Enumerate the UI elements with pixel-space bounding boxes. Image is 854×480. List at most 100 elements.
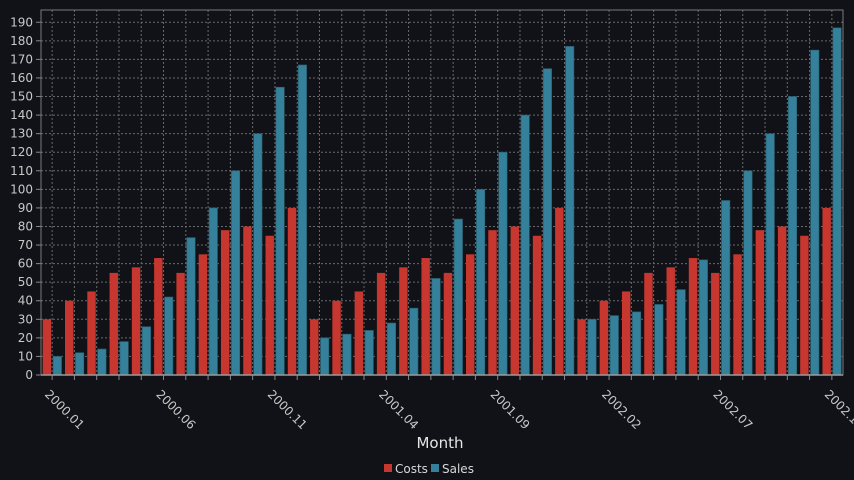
y-tick-label: 170 (10, 52, 33, 66)
bar-costs (198, 254, 208, 375)
bar-sales (342, 333, 352, 376)
bar-costs (176, 272, 185, 375)
y-tick-label: 50 (18, 275, 33, 289)
x-tick-label: 2002.07 (710, 387, 755, 432)
bar-sales (587, 319, 597, 376)
bar-sales (520, 114, 530, 376)
bar-sales (453, 218, 463, 376)
bar-sales (75, 352, 85, 376)
bar-costs (42, 319, 52, 375)
bar-sales (832, 27, 842, 376)
y-tick-label: 100 (10, 182, 33, 196)
bar-sales (431, 278, 441, 376)
bar-sales (52, 356, 62, 376)
bar-costs (243, 226, 252, 375)
bar-sales (253, 133, 263, 376)
bar-costs (310, 319, 319, 375)
y-tick-label: 160 (10, 71, 33, 85)
bar-sales (409, 307, 419, 376)
bar-costs (488, 230, 497, 375)
bar-sales (721, 200, 731, 376)
legend-label-costs: Costs (395, 462, 428, 476)
bar-sales (810, 49, 820, 376)
y-tick-label: 110 (10, 164, 33, 178)
y-tick-label: 140 (10, 108, 33, 122)
bar-costs (688, 258, 698, 375)
bar-sales (119, 341, 129, 376)
bar-costs (421, 258, 430, 375)
bar-sales (743, 170, 753, 376)
bar-sales (676, 289, 686, 376)
bar-costs (65, 300, 74, 375)
bar-sales (698, 259, 708, 376)
bar-costs (733, 254, 742, 375)
bar-costs (577, 319, 586, 375)
bar-costs (87, 291, 96, 375)
bar-sales (186, 237, 196, 376)
y-tick-label: 10 (18, 349, 33, 363)
bar-sales (565, 46, 575, 376)
bar-costs (220, 230, 230, 375)
y-tick-label: 180 (10, 34, 33, 48)
bar-sales (788, 96, 798, 376)
y-tick-label: 20 (18, 331, 33, 345)
bar-sales (498, 151, 508, 376)
bar-costs (532, 235, 542, 375)
y-tick-label: 60 (18, 257, 33, 271)
bar-costs (755, 230, 765, 375)
bar-costs (466, 254, 475, 375)
legend-swatch-costs (384, 464, 392, 472)
bar-sales (654, 304, 664, 376)
bar-sales (231, 170, 241, 376)
bar-costs (777, 226, 787, 375)
bar-costs (332, 300, 341, 375)
bar-costs (287, 207, 297, 375)
bar-sales (97, 348, 107, 376)
bar-sales (297, 64, 307, 376)
x-tick-label: 2000.06 (153, 387, 198, 432)
grid (41, 10, 843, 375)
bar-costs (800, 235, 809, 375)
legend-label-sales: Sales (442, 462, 474, 476)
y-tick-label: 90 (18, 201, 33, 215)
bar-costs (265, 235, 274, 375)
bar-sales (164, 296, 174, 376)
bar-costs (621, 291, 631, 375)
y-tick-label: 0 (25, 368, 33, 382)
x-axis-title: Month (416, 434, 463, 452)
y-tick-label: 150 (10, 90, 33, 104)
bars (42, 27, 842, 376)
bar-costs (599, 300, 609, 375)
x-tick-label: 2002.02 (599, 387, 644, 432)
y-tick-label: 80 (18, 219, 33, 233)
bar-costs (822, 207, 831, 375)
x-tick-label: 2001.04 (376, 387, 421, 432)
bar-sales (275, 86, 285, 376)
y-tick-label: 40 (18, 294, 33, 308)
bar-sales (609, 315, 619, 376)
bar-sales (542, 68, 552, 376)
x-tick-label: 2002.12 (822, 387, 854, 432)
bar-costs (555, 207, 564, 375)
bar-sales (364, 330, 374, 376)
x-tick-label: 2000.11 (265, 387, 310, 432)
y-tick-label: 120 (10, 145, 33, 159)
bar-sales (632, 311, 642, 376)
legend: Costs Sales (384, 462, 474, 476)
y-tick-label: 70 (18, 238, 33, 252)
bar-costs (666, 267, 675, 375)
bar-costs (109, 272, 118, 375)
bar-costs (711, 272, 720, 375)
bar-sales (141, 326, 151, 376)
y-tick-label: 130 (10, 127, 33, 141)
bar-sales (387, 322, 397, 376)
bar-sales (320, 337, 330, 376)
bar-costs (510, 226, 519, 375)
x-tick-label: 2001.09 (488, 387, 533, 432)
bar-costs (354, 291, 364, 375)
y-tick-label: 190 (10, 15, 33, 29)
legend-swatch-sales (431, 464, 439, 472)
bar-costs (376, 272, 386, 375)
bar-sales (765, 133, 775, 376)
